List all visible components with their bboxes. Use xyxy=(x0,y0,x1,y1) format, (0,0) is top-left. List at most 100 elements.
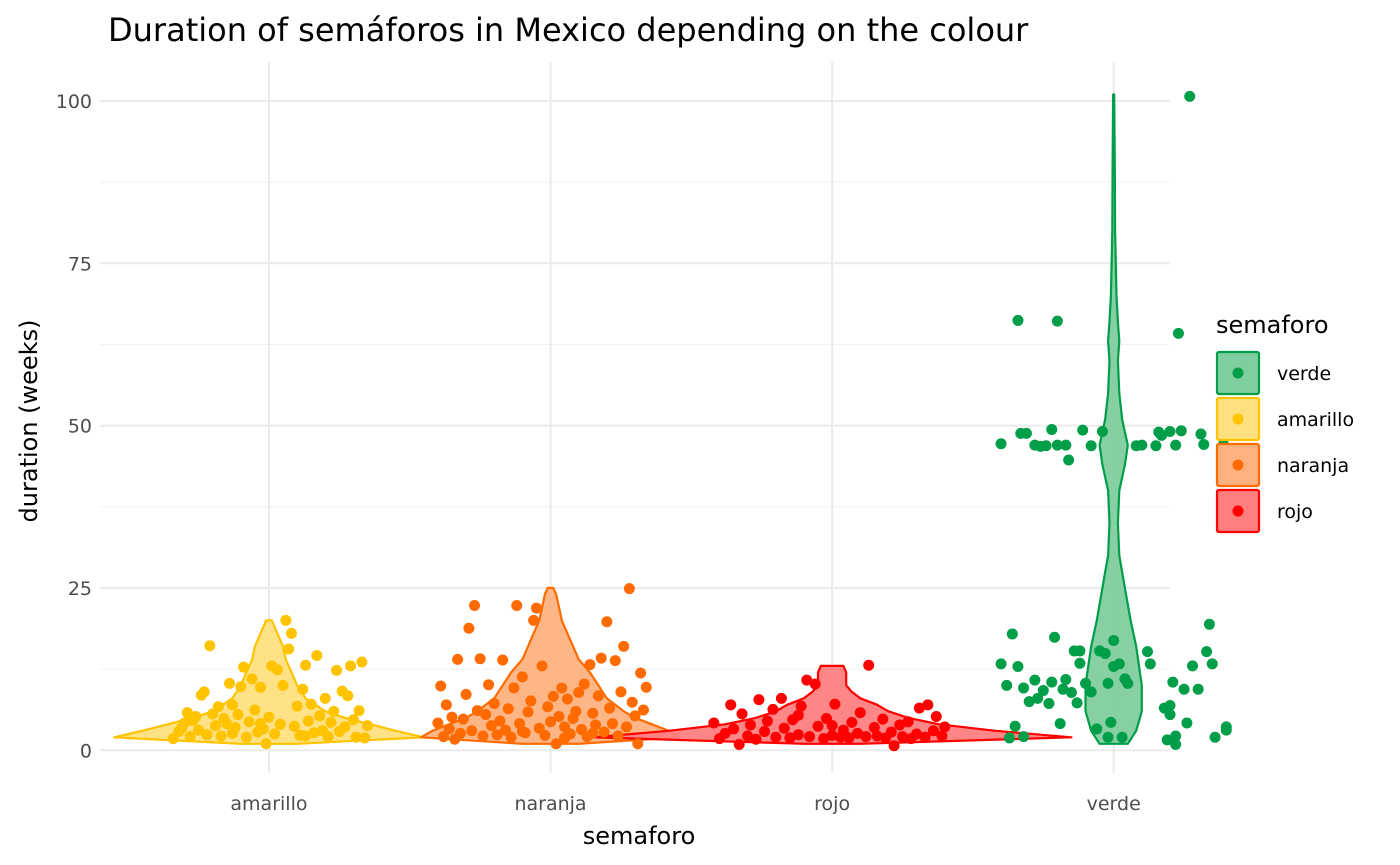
x-tick-label: rojo xyxy=(814,793,850,815)
point-naranja xyxy=(545,716,557,728)
point-amarillo xyxy=(362,720,373,732)
legend-dot-verde xyxy=(1232,367,1244,379)
point-naranja xyxy=(561,693,573,705)
x-tick-label: amarillo xyxy=(230,793,307,815)
point-naranja xyxy=(466,725,478,737)
point-amarillo xyxy=(319,692,331,704)
point-verde xyxy=(1184,90,1196,102)
point-rojo xyxy=(742,730,754,742)
point-amarillo xyxy=(235,681,247,693)
legend-label-rojo: rojo xyxy=(1277,501,1313,523)
point-naranja xyxy=(584,659,596,671)
point-naranja xyxy=(587,727,599,739)
point-verde xyxy=(1136,439,1148,451)
point-naranja xyxy=(604,702,616,714)
point-naranja xyxy=(497,654,509,666)
point-amarillo xyxy=(302,715,314,727)
legend: semaforo verde amarillo naranja rojo xyxy=(1215,311,1354,534)
point-rojo xyxy=(919,731,931,743)
point-amarillo xyxy=(314,710,326,722)
point-naranja xyxy=(511,599,523,611)
point-naranja xyxy=(632,738,644,750)
point-naranja xyxy=(578,678,590,690)
point-verde xyxy=(1060,439,1072,451)
point-amarillo xyxy=(246,673,258,685)
point-rojo xyxy=(826,720,838,732)
point-amarillo xyxy=(297,683,309,695)
point-verde xyxy=(1144,658,1156,670)
point-rojo xyxy=(868,722,880,734)
x-axis-title: semaforo xyxy=(583,822,696,850)
points xyxy=(167,90,1232,752)
point-amarillo xyxy=(212,701,224,713)
point-naranja xyxy=(573,686,585,698)
point-naranja xyxy=(553,711,565,723)
point-rojo xyxy=(911,728,923,740)
point-verde xyxy=(1172,327,1184,339)
point-verde xyxy=(1085,686,1097,698)
point-verde xyxy=(1009,720,1021,732)
legend-title: semaforo xyxy=(1216,311,1329,339)
point-rojo xyxy=(759,725,771,737)
point-verde xyxy=(1037,685,1049,697)
point-amarillo xyxy=(204,640,216,652)
point-rojo xyxy=(767,703,779,715)
point-verde xyxy=(1170,730,1182,742)
point-amarillo xyxy=(345,660,357,672)
point-naranja xyxy=(440,699,452,711)
point-amarillo xyxy=(331,664,343,676)
point-rojo xyxy=(792,709,804,721)
point-amarillo xyxy=(255,718,266,730)
point-naranja xyxy=(469,599,480,611)
point-naranja xyxy=(550,738,562,750)
point-rojo xyxy=(778,722,790,734)
point-verde xyxy=(1071,697,1083,709)
point-amarillo xyxy=(300,730,312,742)
point-verde xyxy=(1012,661,1024,673)
point-verde xyxy=(1018,682,1030,694)
point-naranja xyxy=(438,731,450,743)
point-rojo xyxy=(846,716,858,728)
point-amarillo xyxy=(240,731,252,743)
point-rojo xyxy=(913,702,925,714)
point-verde xyxy=(1122,677,1134,689)
point-verde xyxy=(1150,440,1162,452)
point-amarillo xyxy=(238,661,250,673)
point-naranja xyxy=(615,686,627,698)
point-amarillo xyxy=(347,714,359,726)
point-verde xyxy=(1181,717,1193,729)
point-verde xyxy=(1051,439,1063,451)
point-rojo xyxy=(897,731,908,743)
point-naranja xyxy=(590,719,602,731)
point-naranja xyxy=(452,653,464,665)
point-rojo xyxy=(801,674,813,686)
point-amarillo xyxy=(232,709,244,721)
point-verde xyxy=(1043,698,1055,710)
point-amarillo xyxy=(328,705,340,717)
point-verde xyxy=(1170,738,1182,750)
point-amarillo xyxy=(353,705,365,717)
point-amarillo xyxy=(221,718,233,730)
point-rojo xyxy=(936,730,948,742)
point-rojo xyxy=(795,700,807,712)
point-verde xyxy=(1020,427,1032,439)
point-naranja xyxy=(542,701,554,713)
point-verde xyxy=(1156,429,1168,441)
point-verde xyxy=(1054,718,1066,730)
point-naranja xyxy=(477,730,489,742)
legend-dot-amarillo xyxy=(1232,413,1244,425)
point-verde xyxy=(1004,732,1015,744)
point-amarillo xyxy=(243,716,255,728)
point-verde xyxy=(1113,658,1125,670)
point-naranja xyxy=(556,682,568,694)
point-naranja xyxy=(598,726,610,738)
point-amarillo xyxy=(285,627,297,639)
point-verde xyxy=(995,438,1007,450)
point-naranja xyxy=(485,720,497,732)
point-rojo xyxy=(894,719,906,731)
point-verde xyxy=(1080,677,1092,689)
point-naranja xyxy=(494,715,506,727)
point-verde xyxy=(1049,631,1061,643)
point-verde xyxy=(1099,648,1111,660)
point-rojo xyxy=(761,715,773,727)
